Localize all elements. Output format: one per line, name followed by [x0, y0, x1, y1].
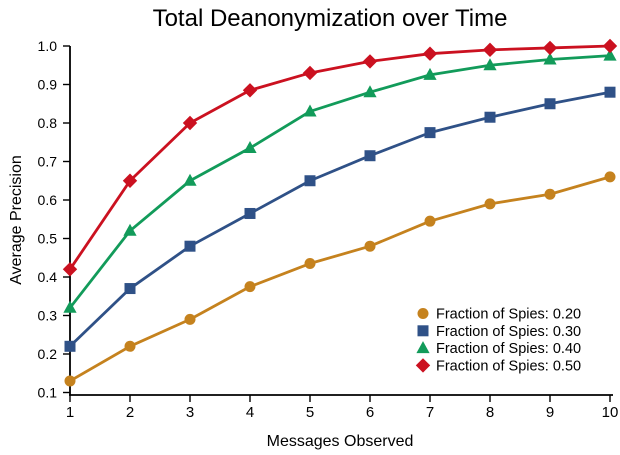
data-point-circle — [184, 313, 196, 325]
data-point-square — [124, 283, 136, 295]
y-tick-label: 0.6 — [38, 192, 58, 208]
x-axis-label: Messages Observed — [267, 433, 414, 450]
x-tick-label: 2 — [126, 404, 134, 421]
legend-marker-circle — [417, 308, 429, 319]
x-tick-label: 10 — [602, 404, 619, 421]
data-point-square — [484, 111, 496, 123]
y-axis-label: Average Precision — [8, 155, 25, 285]
legend-item: Fraction of Spies: 0.50 — [415, 358, 581, 374]
axes: 0.1 0.2 0.3 0.4 0.5 0.6 0.7 0.8 0.9 1.0 1 2 3 4 5 6 7 8 9 1… — [38, 38, 619, 421]
data-point-square — [604, 86, 616, 98]
series-line — [68, 90, 612, 348]
data-point-circle — [604, 171, 616, 183]
legend-label: Fraction of Spies: 0.30 — [436, 324, 581, 340]
data-point-circle — [484, 198, 496, 210]
data-point-square — [424, 127, 436, 139]
x-tick-label: 9 — [546, 404, 554, 421]
y-tick-label: 0.2 — [38, 346, 58, 362]
data-point-triangle — [603, 48, 617, 61]
y-tick-label: 0.8 — [38, 115, 58, 131]
data-point-triangle — [243, 141, 257, 154]
data-point-circle — [124, 340, 136, 352]
data-point-triangle — [543, 52, 557, 65]
data-point-square — [304, 175, 316, 187]
data-point-square — [244, 207, 256, 219]
series-lines — [62, 38, 618, 387]
data-point-triangle — [63, 300, 77, 313]
y-tick-label: 0.9 — [38, 77, 58, 93]
data-point-triangle — [183, 173, 197, 186]
data-point-square — [64, 340, 76, 352]
data-point-square — [364, 150, 376, 162]
data-point-circle — [244, 281, 256, 293]
legend-item: Fraction of Spies: 0.40 — [416, 341, 581, 357]
y-tick-label: 0.3 — [38, 308, 58, 324]
data-point-triangle — [483, 58, 497, 71]
data-point-triangle — [123, 223, 137, 236]
data-point-diamond — [302, 65, 318, 81]
data-point-circle — [364, 240, 376, 252]
legend-item: Fraction of Spies: 0.20 — [417, 307, 581, 323]
data-point-diamond — [182, 115, 198, 131]
series-line — [68, 54, 612, 310]
legend-label: Fraction of Spies: 0.50 — [436, 358, 581, 374]
data-point-circle — [544, 188, 556, 200]
series-line — [68, 175, 612, 383]
data-point-square — [544, 98, 556, 110]
x-tick-label: 1 — [66, 404, 74, 421]
y-tick-label: 0.4 — [38, 269, 58, 285]
data-point-diamond — [62, 262, 78, 277]
legend-marker-triangle — [416, 341, 430, 354]
legend-item: Fraction of Spies: 0.30 — [417, 324, 581, 340]
data-point-square — [184, 240, 196, 252]
x-tick-label: 7 — [426, 404, 434, 421]
data-point-circle — [304, 258, 316, 270]
data-point-triangle — [303, 104, 317, 117]
data-point-diamond — [542, 40, 558, 56]
data-point-diamond — [362, 54, 378, 69]
data-point-diamond — [482, 42, 498, 58]
legend-marker-square — [417, 325, 429, 337]
legend-label: Fraction of Spies: 0.20 — [436, 307, 581, 323]
y-tick-label: 1.0 — [38, 38, 58, 54]
legend-marker-diamond — [415, 358, 431, 373]
y-tick-label: 0.1 — [38, 385, 58, 401]
y-tick-label: 0.5 — [38, 231, 58, 247]
data-point-triangle — [423, 67, 437, 80]
data-point-diamond — [122, 173, 138, 188]
legend-label: Fraction of Spies: 0.40 — [436, 341, 581, 357]
series-line — [68, 44, 612, 271]
data-point-circle — [424, 215, 436, 227]
data-point-triangle — [363, 85, 377, 98]
data-point-diamond — [242, 83, 258, 98]
y-tick-label: 0.7 — [38, 154, 58, 170]
data-point-diamond — [422, 46, 438, 61]
x-tick-label: 5 — [306, 404, 314, 421]
data-point-diamond — [602, 38, 618, 54]
data-point-circle — [64, 375, 76, 387]
x-tick-label: 4 — [246, 404, 254, 421]
x-tick-label: 6 — [366, 404, 374, 421]
x-tick-label: 8 — [486, 404, 494, 421]
chart-title: Total Deanonymization over Time — [153, 5, 508, 32]
x-tick-label: 3 — [186, 404, 194, 421]
